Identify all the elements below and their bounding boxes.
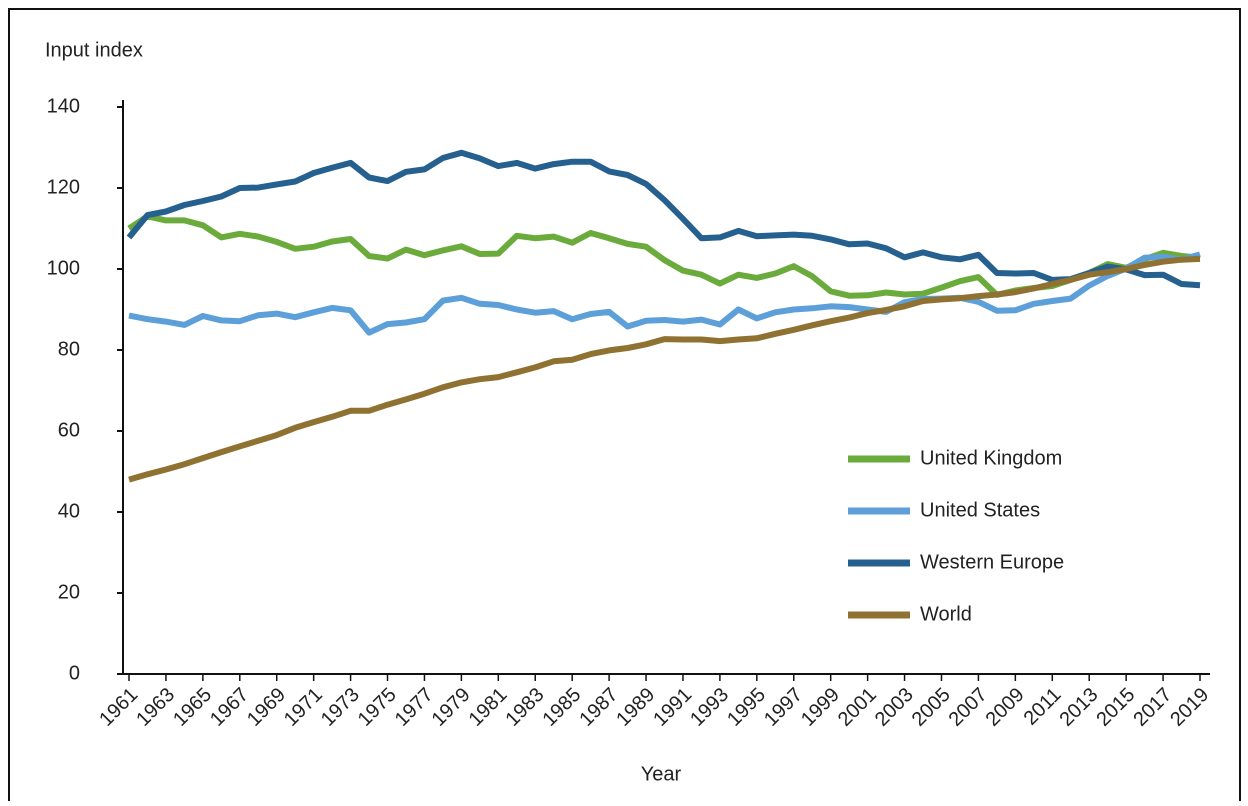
x-tick-label: 2007 [945, 684, 992, 731]
x-tick-label: 1971 [280, 684, 327, 731]
x-tick-label: 1999 [797, 684, 844, 731]
series-line [127, 213, 1201, 299]
x-tick-label: 1989 [612, 684, 659, 731]
x-tick-label: 1973 [317, 684, 364, 731]
x-axis-label: Year [641, 763, 682, 785]
x-tick-label: 1981 [465, 684, 512, 731]
y-tick-label: 120 [47, 176, 80, 198]
x-tick-label: 2005 [908, 684, 955, 731]
x-tick-label: 2003 [871, 684, 918, 731]
x-tick-label: 1977 [391, 684, 438, 731]
x-tick-label: 2015 [1092, 684, 1139, 731]
y-tick-label: 20 [58, 581, 80, 603]
y-tick-label: 100 [47, 257, 80, 279]
x-tick-label: 2013 [1055, 684, 1102, 731]
x-tick-label: 1983 [501, 684, 548, 731]
x-tick-label: 1967 [206, 684, 253, 731]
y-tick-label: 80 [58, 338, 80, 360]
x-tick-label: 1963 [132, 684, 179, 731]
series-line [128, 255, 1201, 483]
x-tick-label: 1987 [575, 684, 622, 731]
x-tick-label: 1965 [169, 684, 216, 731]
frame [8, 8, 1241, 801]
x-tick-label: 2011 [1020, 684, 1066, 730]
x-tick-label: 2019 [1166, 684, 1213, 731]
series-line [128, 251, 1201, 336]
legend-label: United States [920, 499, 1040, 521]
x-tick-label: 2009 [982, 684, 1029, 731]
legend-label: United Kingdom [920, 447, 1062, 469]
series-line [126, 149, 1201, 289]
y-tick-label: 140 [47, 95, 80, 117]
legend-label: Western Europe [920, 551, 1064, 573]
x-tick-label: 1985 [538, 684, 585, 731]
legend-label: World [920, 603, 972, 625]
x-tick-label: 1969 [243, 684, 290, 731]
x-tick-label: 1975 [354, 684, 401, 731]
x-tick-label: 1997 [760, 684, 807, 731]
x-tick-label: 2017 [1129, 684, 1176, 731]
x-tick-label: 2001 [834, 684, 881, 731]
y-axis-label: Input index [45, 39, 143, 61]
x-tick-label: 1979 [428, 684, 475, 731]
y-tick-label: 60 [58, 419, 80, 441]
x-tick-label: 1991 [649, 684, 696, 731]
x-tick-label: 1995 [723, 684, 770, 731]
x-tick-label: 1993 [686, 684, 733, 731]
y-tick-label: 0 [69, 662, 80, 684]
x-tick-label: 1961 [95, 684, 142, 731]
y-tick-label: 40 [58, 500, 80, 522]
